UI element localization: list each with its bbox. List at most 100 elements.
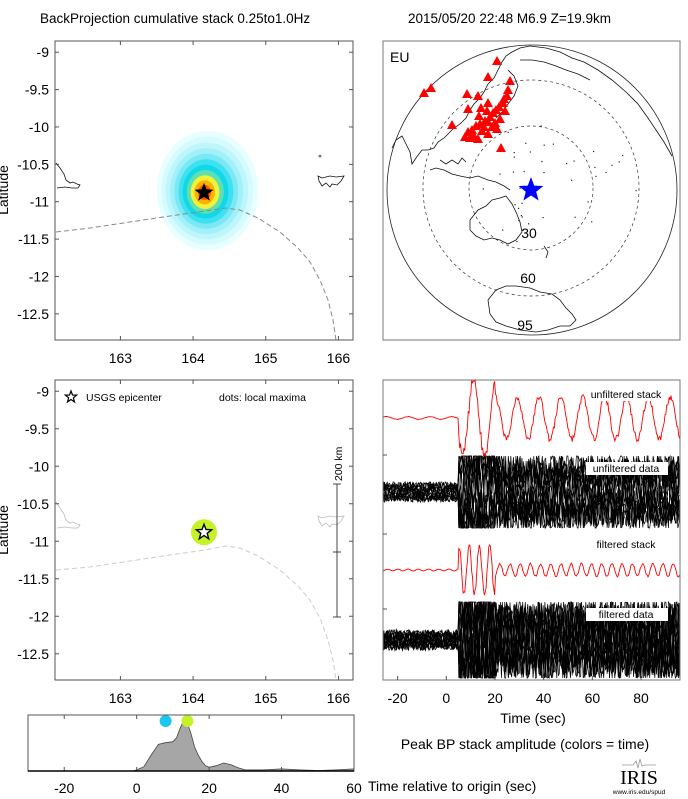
island-coastline: [317, 175, 345, 188]
y-tick-label: -11: [30, 194, 49, 210]
islet: [552, 143, 554, 145]
island-coastline: [317, 515, 345, 528]
islet: [605, 171, 607, 174]
islet: [482, 188, 484, 190]
y-tick-label: -12.5: [17, 306, 49, 322]
station-triangle: [473, 91, 483, 100]
islet: [513, 152, 515, 154]
distance-ring: [468, 125, 594, 251]
legend-epicenter: USGS epicenter: [86, 392, 162, 404]
coastline: [469, 195, 523, 245]
station-triangle: [483, 129, 493, 138]
x-tick-label: -20: [387, 690, 407, 706]
trace-line: [382, 378, 680, 458]
y-tick-label: -9: [37, 383, 50, 399]
x-axis: -20 0 20 40 60 80: [383, 454, 649, 706]
y-tick-label: -11.5: [18, 231, 49, 247]
seismogram-icon: [622, 758, 656, 769]
station-triangle: [473, 134, 483, 143]
legend-star-icon: [63, 389, 79, 404]
maxima-map-panel: 200 km -9 -9.5 -10 -10.5 -11 -11.5 -12 -12.5 16…: [0, 379, 354, 706]
logo-text: IRIS: [620, 767, 658, 789]
epicenter-star: [194, 182, 214, 201]
maxima-marker: [181, 715, 194, 727]
islet: [541, 161, 543, 163]
station-triangle: [505, 76, 515, 85]
peak-amplitude-panel: -20 0 20 40 60 Peak BP stack amplitude (colo…: [27, 714, 649, 796]
x-axis: -20 0 20 40 60: [28, 715, 362, 796]
iris-logo: IRIS www.iris.edu/spud: [612, 758, 666, 796]
globe-horizon: [386, 44, 678, 336]
station-triangle: [502, 91, 512, 100]
islet: [543, 144, 545, 146]
station-triangle: [474, 111, 484, 120]
islet: [523, 170, 525, 173]
epicenter-star-icon: [194, 522, 214, 541]
station-triangle: [495, 114, 505, 123]
network-label: EU: [390, 49, 409, 65]
x-tick-label: 80: [633, 690, 649, 706]
islet: [571, 179, 573, 181]
islet: [573, 160, 575, 162]
bp-map-panel: -9 -9.5 -10 -10.5 -11 -11.5 -12 -12.5 163 164 165…: [0, 40, 354, 366]
x-tick-label: 60: [346, 780, 362, 796]
plate-boundary: [55, 545, 337, 681]
epicenter-star-icon: [194, 182, 214, 201]
islet: [540, 125, 542, 127]
x-axis: 163 164 165 166: [109, 41, 350, 366]
station-triangle: [463, 127, 473, 136]
station-triangle: [492, 56, 502, 65]
station-triangle: [463, 104, 473, 113]
x-tick-label: 60: [585, 690, 601, 706]
y-axis: -9 -9.5 -10 -10.5 -11 -11.5 -12 -12.5: [17, 383, 353, 662]
trace-label: filtered stack: [597, 539, 657, 551]
coastline: [487, 285, 577, 333]
y-tick-label: -9.5: [25, 82, 49, 98]
maxima-marker: [159, 715, 172, 727]
label-bg: [586, 608, 668, 621]
coastline: [543, 245, 549, 259]
station-triangle: [496, 143, 506, 152]
station-triangle: [426, 83, 436, 92]
scale-label: 200 km: [333, 446, 345, 481]
station-triangle: [462, 89, 472, 98]
y-tick-label: -9.5: [25, 421, 49, 437]
label-bg: [586, 462, 668, 475]
y-axis: -9 -9.5 -10 -10.5 -11 -11.5 -12 -12.5: [17, 44, 353, 322]
islet: [502, 229, 504, 231]
x-tick-label: 163: [109, 350, 133, 366]
x-tick-label: -20: [54, 780, 74, 796]
ring-label-bg: [513, 318, 538, 333]
x-tick-label: 164: [181, 350, 205, 366]
islet: [516, 241, 518, 243]
coastline: [520, 59, 591, 81]
islet: [514, 204, 516, 206]
coastline: [429, 167, 511, 191]
y-tick-label: -11: [30, 533, 49, 549]
plot-frame: [54, 379, 354, 681]
station-triangle: [482, 106, 492, 115]
trace-line: [382, 600, 680, 679]
trace-line: [382, 455, 680, 529]
islet: [318, 154, 322, 158]
ring-label: 30: [521, 225, 537, 241]
event-info: 2015/05/20 22:48 M6.9 Z=19.9km: [408, 11, 612, 26]
islet: [543, 172, 545, 174]
islet: [518, 219, 520, 222]
islet: [520, 215, 522, 217]
islet: [522, 229, 524, 231]
amplitude-title: Peak BP stack amplitude (colors = time): [401, 736, 649, 752]
label-bg: [586, 388, 668, 401]
continents: [391, 45, 673, 333]
station-triangle: [419, 88, 429, 97]
y-tick-label: -10.5: [17, 496, 49, 512]
island-coastline: [55, 162, 81, 189]
x-axis: 163 164 165 166: [109, 380, 350, 706]
distance-rings: 30 60 95: [422, 79, 640, 333]
coastlines: [55, 154, 345, 189]
x-tick-label: 163: [109, 690, 133, 706]
trace-label: filtered data: [599, 609, 654, 621]
station-triangle: [447, 120, 457, 129]
x-tick-label: 0: [133, 780, 141, 796]
